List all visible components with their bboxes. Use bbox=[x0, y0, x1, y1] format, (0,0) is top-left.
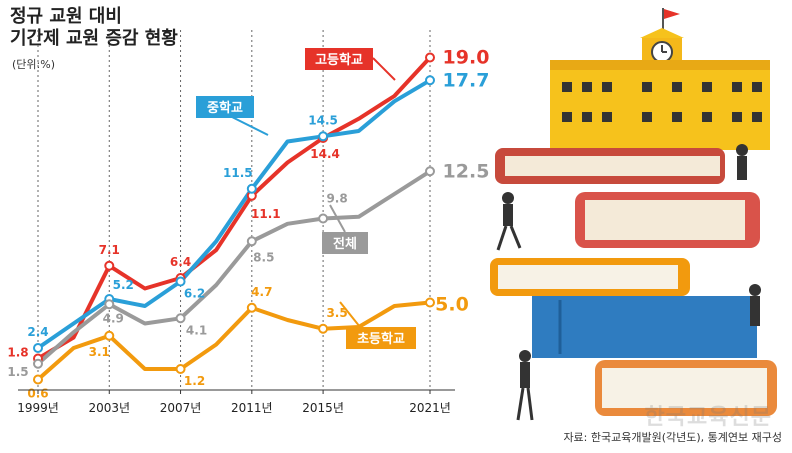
series-name-label: 중학교 bbox=[207, 100, 243, 116]
series-line-3 bbox=[36, 300, 432, 382]
data-label: 19.0 bbox=[443, 47, 490, 69]
data-label: 1.8 bbox=[7, 346, 28, 360]
data-point-marker bbox=[425, 297, 435, 308]
series-tag-pointer bbox=[339, 301, 361, 328]
data-point-marker bbox=[33, 358, 43, 369]
data-label: 6.4 bbox=[170, 255, 191, 269]
data-point-marker bbox=[104, 330, 115, 341]
series-name-label: 고등학교 bbox=[315, 52, 363, 68]
data-point-marker bbox=[425, 166, 435, 177]
data-point-marker bbox=[104, 260, 115, 271]
data-point-marker bbox=[425, 75, 435, 86]
series-line-2 bbox=[36, 169, 432, 366]
data-label: 12.5 bbox=[443, 160, 490, 182]
series-tag-pointer bbox=[229, 115, 269, 136]
x-tick-label: 2003년 bbox=[88, 401, 130, 415]
flag-icon bbox=[664, 9, 680, 19]
data-label: 14.4 bbox=[310, 147, 340, 161]
flag-pole bbox=[662, 8, 664, 34]
data-point-marker bbox=[104, 299, 115, 310]
data-point-marker bbox=[175, 276, 186, 287]
data-point-marker bbox=[175, 364, 186, 374]
data-label: 5.2 bbox=[113, 278, 134, 292]
series-line-1 bbox=[36, 78, 432, 350]
data-point-marker bbox=[246, 302, 257, 313]
x-axis: 1999년 2003년 2007년 2011년 2015년 2021년 bbox=[17, 389, 455, 415]
series-name-label: 초등학교 bbox=[357, 331, 405, 347]
data-label: 3.5 bbox=[326, 306, 347, 320]
series-tag-box bbox=[305, 48, 373, 70]
series-line-0 bbox=[36, 55, 432, 361]
school-books-illustration bbox=[490, 8, 777, 421]
data-point-marker bbox=[425, 52, 435, 63]
source-note: 자료: 한국교육개발원(각년도), 통계연보 재구성 bbox=[563, 431, 782, 444]
chart-title-line2: 기간제 교원 증감 현황 bbox=[10, 28, 178, 49]
data-label: 1.5 bbox=[7, 365, 28, 379]
series-name-label: 전체 bbox=[333, 236, 357, 252]
data-label: 4.9 bbox=[103, 311, 124, 325]
data-point-marker bbox=[318, 213, 329, 224]
data-label: 5.0 bbox=[435, 294, 469, 316]
data-label: 6.2 bbox=[184, 287, 205, 301]
x-tick-label: 2007년 bbox=[160, 401, 202, 415]
data-point-marker bbox=[246, 183, 257, 194]
data-label: 8.5 bbox=[253, 250, 274, 264]
unit-label: (단위:%) bbox=[12, 58, 55, 71]
book-4 bbox=[532, 296, 757, 358]
x-tick-label: 2021년 bbox=[409, 401, 451, 415]
data-label: 7.1 bbox=[99, 243, 120, 257]
roof bbox=[640, 28, 684, 38]
data-label: 1.2 bbox=[184, 374, 205, 388]
series-tag-box bbox=[322, 232, 368, 254]
data-label: 14.5 bbox=[308, 113, 338, 127]
data-point-marker bbox=[246, 236, 257, 247]
chart-title-line1: 정규 교원 대비 bbox=[10, 6, 122, 27]
data-label: 4.1 bbox=[186, 323, 207, 337]
series-lines: 1.8 7.1 6.4 11.1 14.4 19.0 2.4 5.2 6.2 11.5 14.5 17… bbox=[7, 47, 489, 401]
series-tag-box bbox=[346, 327, 416, 349]
x-tick-label: 2015년 bbox=[302, 401, 344, 415]
x-tick-label: 1999년 bbox=[17, 401, 59, 415]
data-label: 2.4 bbox=[27, 325, 48, 339]
data-point-marker bbox=[33, 343, 43, 353]
school-windows bbox=[562, 82, 762, 122]
data-label: 3.1 bbox=[89, 345, 110, 359]
data-label: 9.8 bbox=[326, 192, 347, 206]
data-point-marker bbox=[318, 323, 329, 334]
series-tag-pointer bbox=[372, 57, 396, 81]
x-tick-label: 2011년 bbox=[231, 401, 273, 415]
data-point-marker bbox=[318, 131, 329, 142]
watermark-text: 한국교육신문 bbox=[644, 405, 772, 430]
data-point-marker bbox=[33, 374, 43, 385]
series-tag-box bbox=[196, 96, 254, 118]
school-building bbox=[550, 60, 770, 150]
data-label: 17.7 bbox=[443, 69, 490, 91]
data-label: 11.1 bbox=[251, 207, 281, 221]
series-tag-pointer bbox=[329, 204, 346, 233]
data-label: 11.5 bbox=[223, 166, 253, 180]
people-figures bbox=[496, 144, 761, 421]
data-point-marker bbox=[175, 313, 186, 324]
data-label: 4.7 bbox=[251, 285, 272, 299]
year-guides bbox=[37, 30, 431, 390]
